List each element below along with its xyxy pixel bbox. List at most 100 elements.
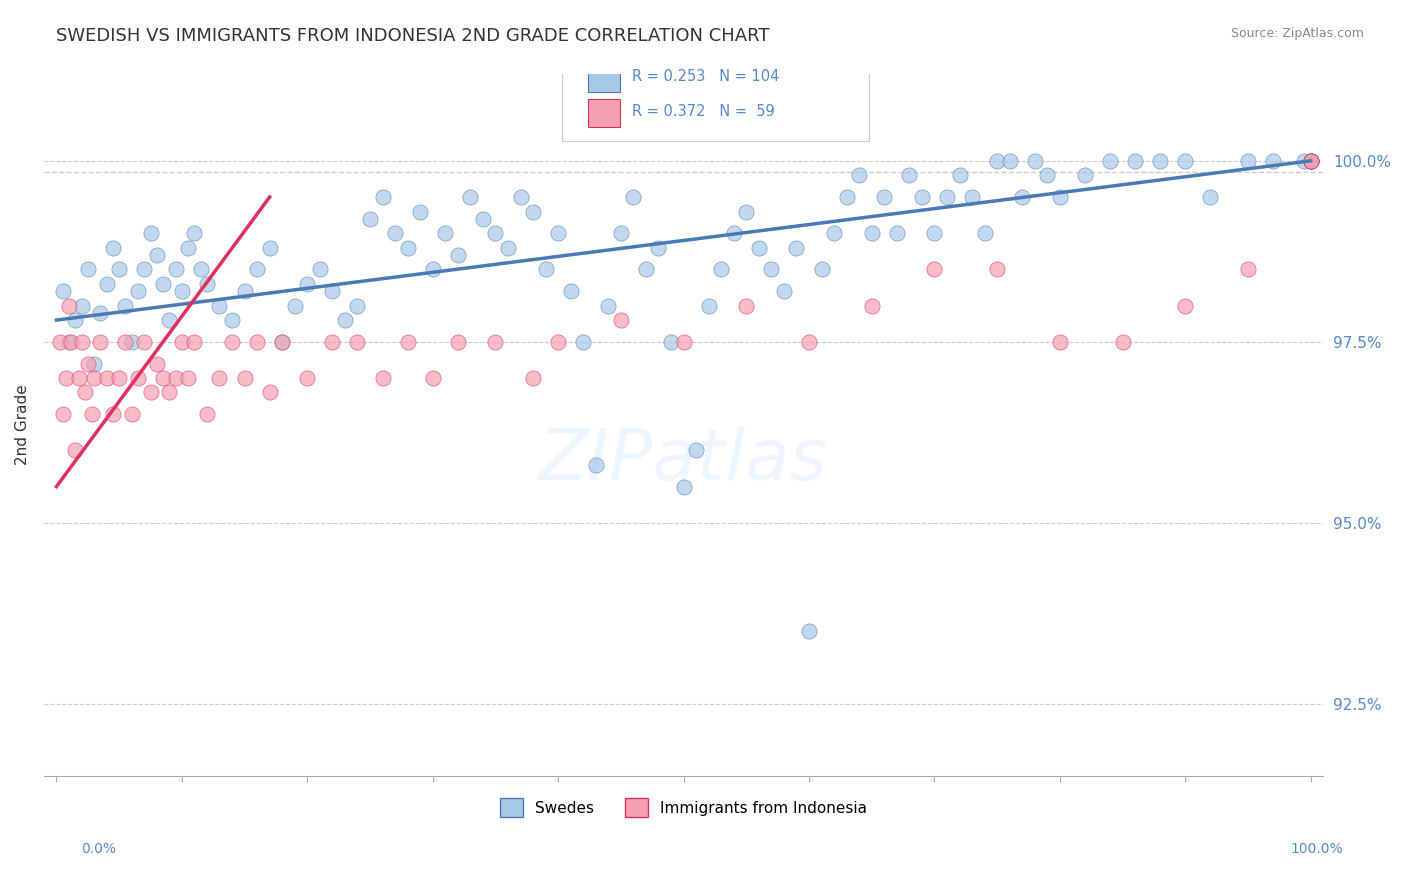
Point [1036,169,1059,183]
Point [1024,153,1046,168]
Point [346,334,368,349]
Point [146,248,169,262]
Point [76,357,98,371]
Point [1237,262,1260,277]
Point [560,284,582,298]
Point [797,334,820,349]
Point [447,334,470,349]
Point [96,277,118,291]
Point [1299,153,1322,168]
Point [108,371,131,385]
Point [134,262,156,277]
Point [986,262,1008,277]
Point [89,306,111,320]
Point [284,299,307,313]
Point [496,241,519,255]
Point [647,241,669,255]
Point [83,371,105,385]
Point [697,299,720,313]
Point [1199,190,1222,204]
Point [659,334,682,349]
Point [835,190,858,204]
Point [924,226,946,240]
Point [484,334,506,349]
Point [146,357,169,371]
Point [1299,153,1322,168]
Point [208,299,231,313]
Point [121,334,143,349]
Point [359,211,381,226]
Point [748,241,770,255]
Point [761,262,783,277]
Point [183,226,205,240]
Point [924,262,946,277]
Point [1294,153,1316,168]
Point [65,443,87,458]
Point [49,334,72,349]
Point [246,262,269,277]
Point [522,371,544,385]
Point [384,226,406,240]
Point [685,443,707,458]
Point [183,334,205,349]
Point [471,211,494,226]
Point [1261,153,1284,168]
Point [177,241,200,255]
Point [76,262,98,277]
Point [190,262,212,277]
Point [58,299,80,313]
Point [810,262,832,277]
Point [321,334,343,349]
Point [1174,299,1197,313]
Point [1049,190,1071,204]
Point [547,334,569,349]
Point [139,385,162,400]
Point [208,371,231,385]
Point [96,371,118,385]
Point [157,313,180,327]
Point [152,277,174,291]
Point [221,313,243,327]
Point [911,190,934,204]
Point [233,284,256,298]
Point [259,241,281,255]
Point [886,226,908,240]
Point [170,284,193,298]
Point [447,248,470,262]
Point [139,226,162,240]
Point [973,226,995,240]
Text: ZIPatlas: ZIPatlas [538,425,828,495]
Point [1237,153,1260,168]
Point [672,334,695,349]
FancyBboxPatch shape [588,63,620,92]
Point [1074,169,1097,183]
Point [70,299,93,313]
Point [83,357,105,371]
Point [986,153,1008,168]
Point [101,241,124,255]
Point [152,371,174,385]
Point [1299,153,1322,168]
Point [1049,334,1071,349]
Point [70,334,93,349]
Text: Source: ZipAtlas.com: Source: ZipAtlas.com [1230,27,1364,40]
Point [1299,153,1322,168]
Point [735,299,758,313]
Text: R = 0.253   N = 104: R = 0.253 N = 104 [633,69,780,84]
Point [371,371,394,385]
Point [534,262,557,277]
Point [396,241,419,255]
Point [823,226,845,240]
Point [114,299,136,313]
Point [297,371,319,385]
Point [246,334,269,349]
Point [409,204,432,219]
Point [297,277,319,291]
Point [221,334,243,349]
Point [898,169,921,183]
Point [67,371,90,385]
Point [610,313,633,327]
Point [509,190,531,204]
Point [165,371,187,385]
Point [75,385,97,400]
